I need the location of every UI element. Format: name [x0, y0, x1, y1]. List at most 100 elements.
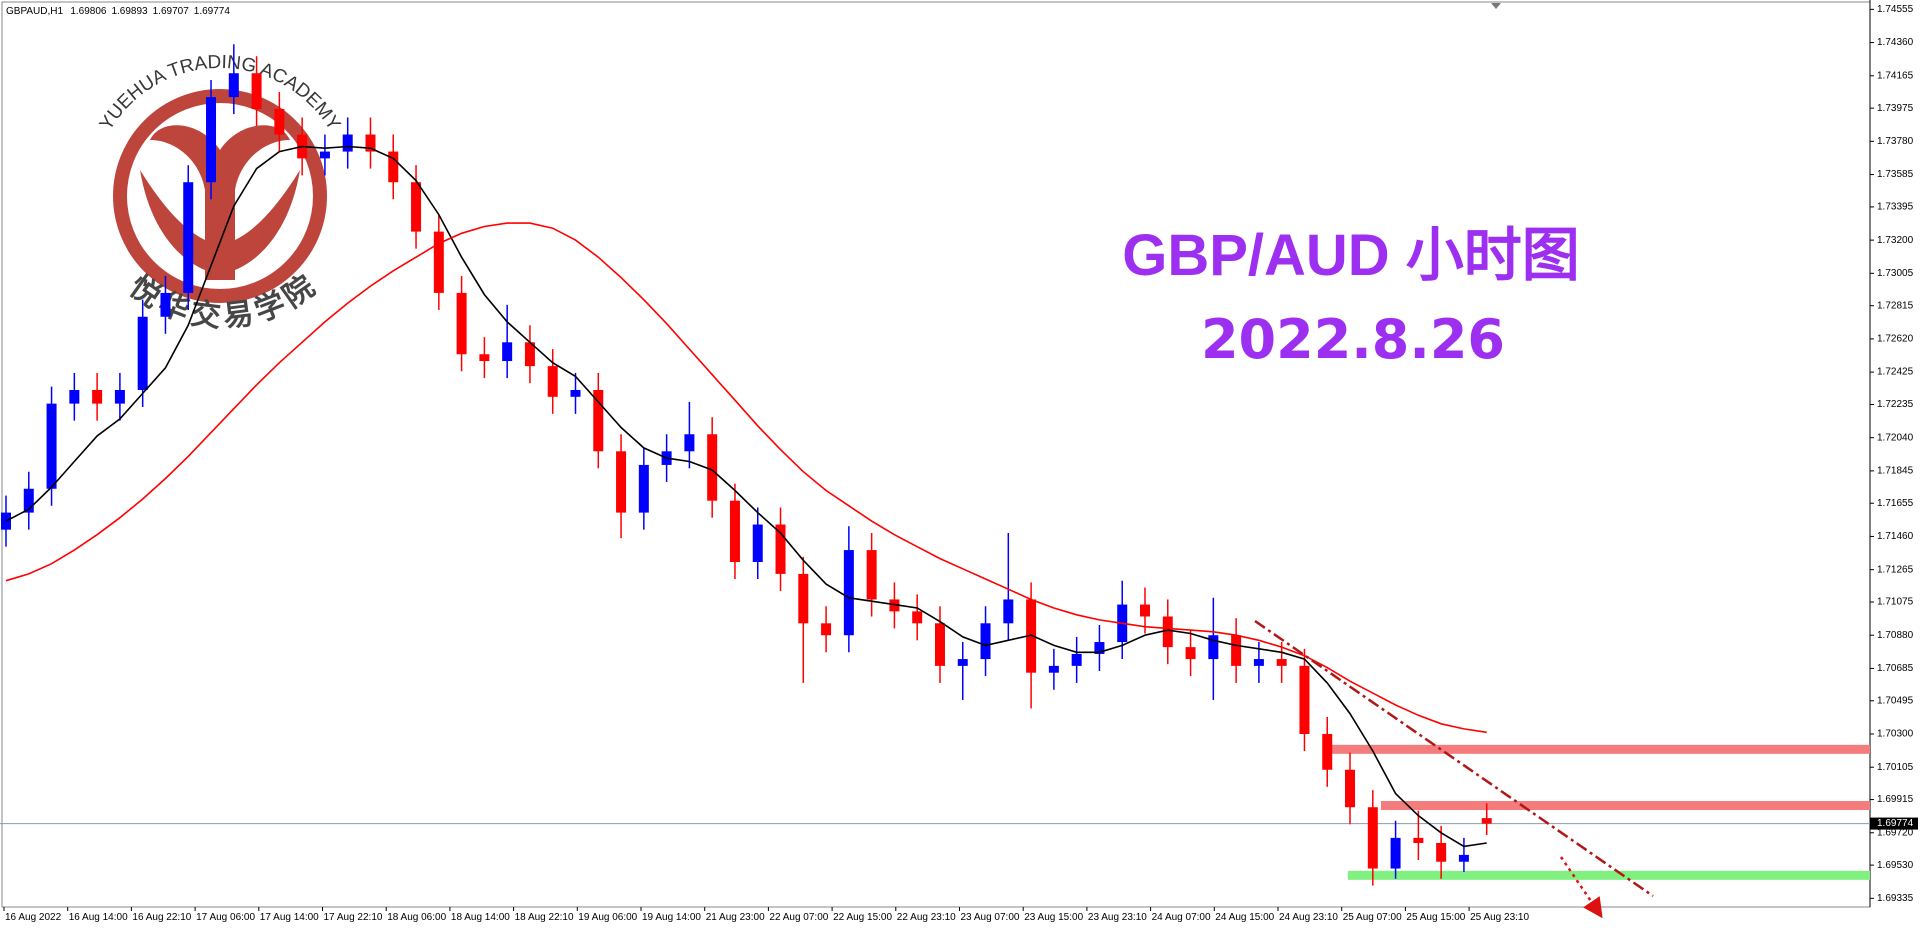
y-tick-label: 1.74555: [1877, 4, 1914, 15]
header-open: 1.69806: [70, 6, 107, 17]
current-price-box: [1870, 817, 1918, 830]
x-tick-label: 25 Aug 23:10: [1470, 912, 1529, 923]
y-tick-label: 1.72235: [1877, 399, 1914, 410]
candle-body: [1, 512, 11, 530]
candle-body: [160, 292, 171, 317]
x-tick-label: 17 Aug 14:00: [260, 912, 319, 923]
y-tick-label: 1.71845: [1877, 466, 1914, 477]
candle-body: [821, 623, 832, 636]
candle-body: [1094, 642, 1105, 654]
candle-body: [707, 434, 718, 501]
candle-body: [1185, 647, 1196, 660]
candle-body: [1208, 635, 1219, 660]
chart-title: GBP/AUD 小时图: [1122, 223, 1580, 288]
candle-body: [684, 434, 695, 452]
x-tick-label: 24 Aug 15:00: [1215, 912, 1274, 923]
candle-body: [866, 550, 877, 600]
x-tick-label: 17 Aug 06:00: [196, 912, 255, 923]
candle-body: [69, 389, 80, 404]
candle-body: [23, 488, 34, 513]
candle-body: [206, 97, 217, 183]
y-tick-label: 1.72620: [1877, 334, 1914, 345]
moving-averages: [5, 145, 1487, 848]
candle-body: [183, 182, 194, 293]
candle-body: [1003, 599, 1014, 624]
y-tick-label: 1.69530: [1877, 860, 1914, 871]
y-tick-label: 1.69915: [1877, 794, 1914, 805]
candle-body: [1481, 818, 1492, 824]
candle-body: [251, 73, 262, 109]
x-tick-label: 25 Aug 07:00: [1343, 912, 1402, 923]
x-tick-label: 16 Aug 22:10: [132, 912, 191, 923]
candle-body: [1048, 665, 1059, 673]
candle-body: [1299, 665, 1310, 734]
candle-body: [570, 389, 581, 397]
x-tick-label: 23 Aug 23:10: [1088, 912, 1147, 923]
logo-emblem: [150, 125, 290, 280]
candle-body: [1253, 659, 1264, 666]
candle-body: [798, 573, 809, 624]
x-tick-label: 18 Aug 22:10: [515, 912, 574, 923]
candle-body: [1390, 837, 1401, 869]
x-tick-label: 22 Aug 15:00: [833, 912, 892, 923]
candle-body: [752, 524, 763, 562]
y-tick-label: 1.72815: [1877, 300, 1914, 311]
x-tick-label: 17 Aug 22:10: [324, 912, 383, 923]
y-tick-label: 1.69720: [1877, 827, 1914, 838]
y-tick-label: 1.70300: [1877, 729, 1914, 740]
header-low: 1.69707: [153, 6, 190, 17]
symbol: GBPAUD,H1: [6, 6, 63, 17]
candle-body: [228, 73, 239, 98]
moving-average: [5, 145, 1487, 848]
y-tick-label: 1.74360: [1877, 37, 1914, 48]
chart-header: GBPAUD,H1 1.69806 1.69893 1.69707 1.69774: [6, 6, 230, 17]
header-high: 1.69893: [111, 6, 148, 17]
candle-body: [912, 611, 923, 624]
levels: [1323, 744, 1870, 880]
candle-body: [889, 599, 900, 612]
y-tick-label: 1.71075: [1877, 597, 1914, 608]
candle-body: [1162, 616, 1173, 648]
candle-body: [934, 623, 945, 666]
candle-body: [274, 108, 285, 135]
price-zone: [1348, 870, 1870, 880]
candle-body: [843, 550, 854, 636]
x-tick-label: 22 Aug 07:00: [769, 912, 828, 923]
y-tick-label: 1.74165: [1877, 70, 1914, 81]
candle-body: [593, 389, 604, 452]
logo-leaves: [140, 170, 300, 270]
current-price-label: 1.69774: [1877, 818, 1914, 829]
x-tick-label: 25 Aug 15:00: [1406, 912, 1465, 923]
y-tick-label: 1.70495: [1877, 695, 1914, 706]
price-zone: [1323, 744, 1870, 754]
candle-body: [1436, 842, 1447, 862]
candle-body: [1322, 733, 1333, 770]
y-tick-label: 1.70685: [1877, 663, 1914, 674]
y-tick-label: 1.71655: [1877, 498, 1914, 509]
candle-body: [365, 134, 376, 152]
candle-body: [775, 524, 786, 574]
x-tick-label: 21 Aug 23:00: [706, 912, 765, 923]
y-tick-label: 1.71265: [1877, 564, 1914, 575]
y-tick-label: 1.73585: [1877, 169, 1914, 180]
logo-ring: [113, 89, 327, 303]
candle-body: [46, 403, 57, 489]
chart-subtitle: 2022.8.26: [1201, 308, 1505, 371]
candle-body: [1276, 659, 1287, 666]
candle-body: [479, 354, 490, 362]
candle-body: [1345, 769, 1356, 808]
candle-body: [388, 151, 399, 183]
y-tick-label: 1.73975: [1877, 103, 1914, 114]
x-tick-label: 19 Aug 14:00: [642, 912, 701, 923]
y-tick-label: 1.69335: [1877, 893, 1914, 904]
candle-body: [114, 389, 125, 404]
header-close: 1.69774: [194, 6, 231, 17]
candle-body: [1458, 854, 1469, 862]
x-tick-label: 16 Aug 2022: [5, 912, 62, 923]
candles: [0, 44, 1870, 886]
x-tick-label: 23 Aug 07:00: [961, 912, 1020, 923]
candle-body: [433, 231, 444, 293]
x-tick-label: 23 Aug 15:00: [1024, 912, 1083, 923]
x-tick-label: 24 Aug 07:00: [1152, 912, 1211, 923]
